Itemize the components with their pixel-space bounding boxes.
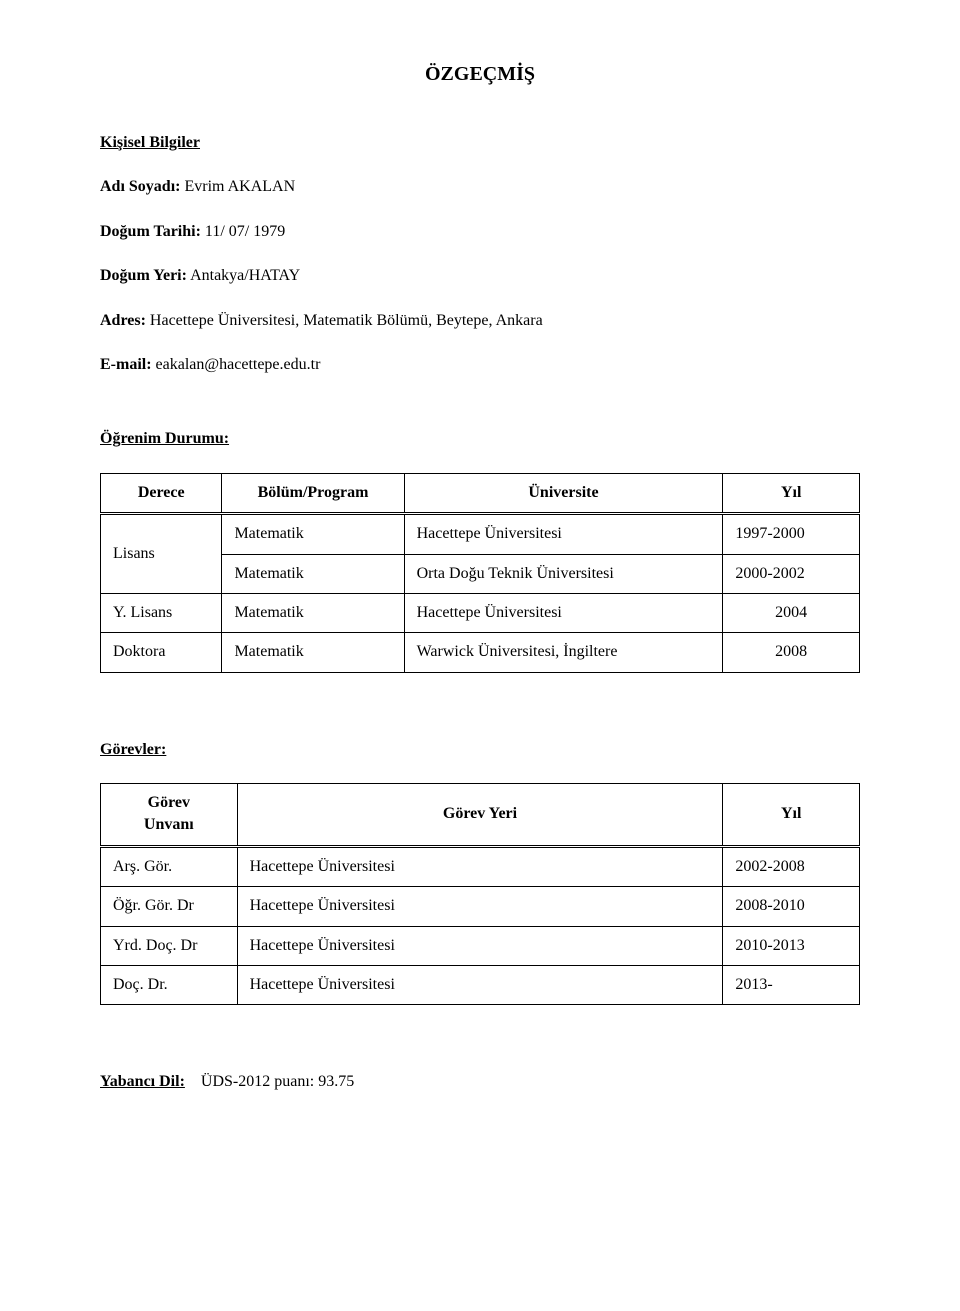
table-row: Öğr. Gör. Dr Hacettepe Üniversitesi 2008…	[101, 887, 860, 926]
university-cell: Orta Doğu Teknik Üniversitesi	[404, 554, 723, 593]
education-table: Derece Bölüm/Program Üniversite Yıl Lisa…	[100, 473, 860, 673]
dob-line: Doğum Tarihi: 11/ 07/ 1979	[100, 221, 860, 243]
email-line: E-mail: eakalan@hacettepe.edu.tr	[100, 354, 860, 376]
degree-cell: Lisans	[101, 514, 222, 594]
year-cell: 2008	[723, 633, 860, 672]
spacer	[100, 1041, 860, 1071]
personal-info-heading: Kişisel Bilgiler	[100, 132, 860, 154]
title-cell: Öğr. Gör. Dr	[101, 887, 238, 926]
year-cell: 2013-	[723, 966, 860, 1005]
program-cell: Matematik	[222, 593, 404, 632]
pob-value: Antakya/HATAY	[190, 267, 300, 284]
table-row: Y. Lisans Matematik Hacettepe Üniversite…	[101, 593, 860, 632]
col-title-line1: Görev	[113, 792, 225, 814]
table-row: Doç. Dr. Hacettepe Üniversitesi 2013-	[101, 966, 860, 1005]
dob-label: Doğum Tarihi:	[100, 223, 201, 240]
address-value: Hacettepe Üniversitesi, Matematik Bölümü…	[150, 312, 543, 329]
col-degree: Derece	[101, 473, 222, 513]
year-cell: 2004	[723, 593, 860, 632]
title-cell: Doç. Dr.	[101, 966, 238, 1005]
university-cell: Warwick Üniversitesi, İngiltere	[404, 633, 723, 672]
language-value: ÜDS-2012 puanı: 93.75	[201, 1073, 354, 1090]
place-cell: Hacettepe Üniversitesi	[237, 926, 723, 965]
language-line: Yabancı Dil: ÜDS-2012 puanı: 93.75	[100, 1071, 860, 1093]
dob-value: 11/ 07/ 1979	[205, 223, 285, 240]
place-cell: Hacettepe Üniversitesi	[237, 846, 723, 886]
email-label: E-mail:	[100, 356, 152, 373]
year-cell: 2008-2010	[723, 887, 860, 926]
cv-page: ÖZGEÇMİŞ Kişisel Bilgiler Adı Soyadı: Ev…	[0, 0, 960, 1311]
positions-heading: Görevler:	[100, 739, 860, 761]
col-place: Görev Yeri	[237, 784, 723, 847]
program-cell: Matematik	[222, 514, 404, 554]
address-label: Adres:	[100, 312, 146, 329]
spacer	[100, 398, 860, 428]
table-row: Arş. Gör. Hacettepe Üniversitesi 2002-20…	[101, 846, 860, 886]
col-program: Bölüm/Program	[222, 473, 404, 513]
title-cell: Arş. Gör.	[101, 846, 238, 886]
title-cell: Yrd. Doç. Dr	[101, 926, 238, 965]
name-label: Adı Soyadı:	[100, 178, 180, 195]
pob-line: Doğum Yeri: Antakya/HATAY	[100, 265, 860, 287]
university-cell: Hacettepe Üniversitesi	[404, 593, 723, 632]
col-year: Yıl	[723, 784, 860, 847]
education-heading: Öğrenim Durumu:	[100, 428, 860, 450]
table-row: Doktora Matematik Warwick Üniversitesi, …	[101, 633, 860, 672]
table-row: Lisans Matematik Hacettepe Üniversitesi …	[101, 514, 860, 554]
table-header-row: Görev Unvanı Görev Yeri Yıl	[101, 784, 860, 847]
degree-cell: Doktora	[101, 633, 222, 672]
language-label: Yabancı Dil:	[100, 1073, 185, 1090]
year-cell: 1997-2000	[723, 514, 860, 554]
table-header-row: Derece Bölüm/Program Üniversite Yıl	[101, 473, 860, 513]
university-cell: Hacettepe Üniversitesi	[404, 514, 723, 554]
page-title: ÖZGEÇMİŞ	[100, 60, 860, 88]
address-line: Adres: Hacettepe Üniversitesi, Matematik…	[100, 310, 860, 332]
place-cell: Hacettepe Üniversitesi	[237, 887, 723, 926]
program-cell: Matematik	[222, 633, 404, 672]
year-cell: 2000-2002	[723, 554, 860, 593]
name-line: Adı Soyadı: Evrim AKALAN	[100, 176, 860, 198]
col-title: Görev Unvanı	[101, 784, 238, 847]
year-cell: 2002-2008	[723, 846, 860, 886]
degree-cell: Y. Lisans	[101, 593, 222, 632]
col-year: Yıl	[723, 473, 860, 513]
table-row: Yrd. Doç. Dr Hacettepe Üniversitesi 2010…	[101, 926, 860, 965]
spacer	[100, 709, 860, 739]
pob-label: Doğum Yeri:	[100, 267, 187, 284]
positions-table: Görev Unvanı Görev Yeri Yıl Arş. Gör. Ha…	[100, 783, 860, 1005]
email-value: eakalan@hacettepe.edu.tr	[156, 356, 321, 373]
place-cell: Hacettepe Üniversitesi	[237, 966, 723, 1005]
col-title-line2: Unvanı	[113, 814, 225, 836]
name-value: Evrim AKALAN	[184, 178, 295, 195]
year-cell: 2010-2013	[723, 926, 860, 965]
col-university: Üniversite	[404, 473, 723, 513]
program-cell: Matematik	[222, 554, 404, 593]
